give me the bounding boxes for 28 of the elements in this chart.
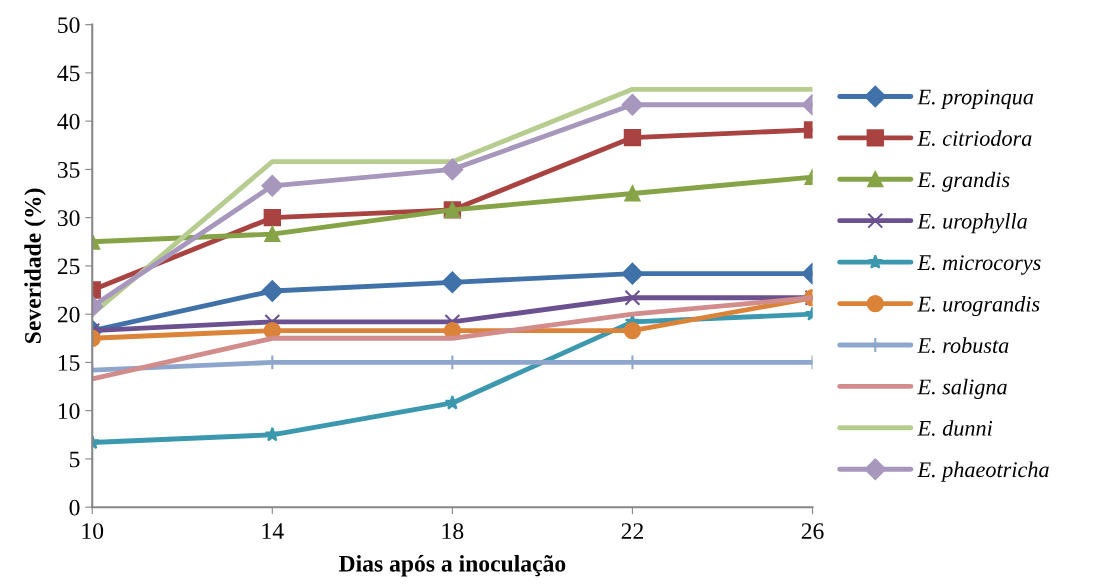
legend-label: E. saligna [917, 378, 1007, 399]
x-tick-label: 14 [262, 523, 284, 539]
legend-label: E. grandis [917, 171, 1010, 192]
y-tick-label: 35 [57, 161, 80, 178]
x-tick-label: 26 [801, 523, 824, 540]
legend-label: E. citriodora [917, 130, 1032, 146]
y-tick-label: 5 [69, 451, 80, 468]
y-tick-label: 20 [57, 306, 80, 323]
legend-label: E. propinqua [917, 89, 1034, 109]
y-tick-label: 15 [58, 355, 80, 371]
y-tick-label: 30 [57, 210, 80, 227]
legend-label: E. phaeotricha [917, 461, 1049, 482]
x-tick-label: 18 [442, 523, 464, 540]
x-axis-title: Dias após a inoculação [338, 554, 566, 577]
y-tick-label: 0 [69, 499, 80, 516]
y-tick-label: 40 [57, 113, 80, 130]
legend-label: E. robusta [917, 337, 1009, 354]
legend-label: E. dunni [917, 420, 993, 436]
legend-label: E. microcorys [917, 255, 1041, 275]
y-tick-label: 50 [58, 17, 80, 34]
legend-label: E. urograndis [917, 295, 1040, 317]
y-tick-label: 10 [58, 403, 80, 420]
y-axis-title: Severidade (%) [24, 188, 46, 344]
x-tick-label: 10 [82, 523, 104, 540]
x-tick-label: 22 [621, 523, 643, 539]
y-tick-label: 45 [57, 65, 80, 82]
legend-label: E. urophylla [917, 213, 1027, 234]
y-tick-label: 25 [57, 258, 80, 275]
